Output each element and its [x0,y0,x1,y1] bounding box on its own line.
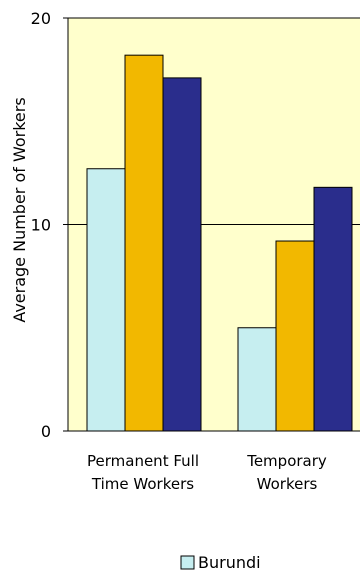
x-category-label: Time Workers [91,475,194,493]
y-tick-label: 20 [31,9,51,28]
bar-s2-c0 [162,77,202,432]
y-axis-title: Average Number of Workers [10,97,29,322]
legend: Burundi [180,553,261,572]
bar-s0-c0 [86,168,126,432]
bar-s2-c1 [313,186,353,432]
legend-label-burundi: Burundi [198,553,261,572]
legend-swatch-burundi [180,555,195,570]
x-category-label: Temporary [246,452,327,470]
bar-s1-c1 [275,240,315,432]
x-category-labels: Permanent Full Time Workers Temporary Worke… [87,452,327,493]
y-tick-label: 10 [31,216,51,235]
x-category-label: Permanent Full [87,452,199,470]
bar-s0-c1 [237,327,277,432]
y-tick-label: 0 [41,422,51,441]
bar-s1-c0 [124,54,164,432]
x-category-label: Workers [257,475,318,493]
bars [86,54,353,432]
y-ticks: 0 10 20 [31,9,68,441]
